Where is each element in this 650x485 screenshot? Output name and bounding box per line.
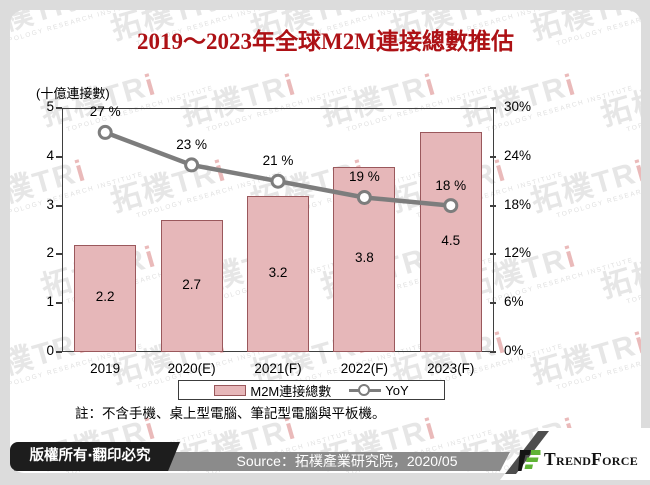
y-tick-mark-right [490, 302, 496, 305]
y-tick-label-right: 0% [504, 343, 524, 358]
y-tick-mark-left [56, 155, 62, 158]
bar-value-label: 4.5 [441, 233, 461, 249]
yoy-value-label: 19 % [349, 169, 380, 185]
x-tick-label: 2023(F) [427, 361, 475, 376]
y-tick-mark-right [490, 351, 496, 353]
y-tick-label-right: 24% [504, 147, 532, 163]
y-tick-label-left: 2 [46, 245, 54, 261]
y-tick-label-right: 30% [504, 99, 532, 114]
footnote: 註：不含手機、桌上型電腦、筆記型電腦與平板機。 [75, 406, 386, 421]
legend-bar-swatch-icon [214, 384, 247, 396]
yoy-value-label: 18 % [435, 177, 467, 193]
x-tick-label: 2020(E) [167, 361, 216, 376]
trendforce-logo-icon [518, 450, 541, 471]
y-tick-mark-right [490, 107, 496, 109]
legend-line-swatch-icon [349, 383, 382, 397]
y-tick-mark-right [490, 253, 496, 256]
y-tick-mark-left [56, 351, 62, 353]
bar-value-label: 3.2 [268, 264, 288, 280]
yoy-value-label: 21 % [262, 153, 294, 169]
y-tick-mark-left [56, 253, 62, 256]
yoy-value-label: 23 % [176, 136, 207, 152]
y-tick-label-left: 3 [46, 196, 54, 212]
y-tick-label-right: 6% [504, 294, 524, 310]
legend-line-label: YoY [385, 382, 409, 398]
bar-value-label: 2.7 [182, 277, 201, 293]
chart-title: 2019～2023年全球M2M連接總數推估 [137, 29, 514, 54]
y-tick-mark-left [56, 107, 62, 109]
y-tick-mark-left [56, 204, 62, 207]
x-tick-label: 2021(F) [254, 361, 302, 376]
bar-value-label: 3.8 [355, 250, 374, 266]
y-tick-label-left: 0 [46, 343, 54, 358]
copyright-tag: 版權所有‧翻印必究 [10, 442, 180, 471]
legend-bar-label: M2M連接總數 [250, 383, 332, 399]
bar-2020(E) [160, 220, 223, 352]
y-tick-label-left: 1 [46, 294, 54, 310]
y-axis-caption: (十億連接數) [36, 86, 110, 101]
y-tick-label-right: 18% [504, 196, 532, 212]
y-tick-label-left: 5 [46, 99, 54, 114]
y-tick-mark-right [490, 204, 496, 207]
chart-area: 0 1 2 3 4 5 0% 6% 12% 18% 24% 30% 2019 2020(E) 2021(F)… [10, 10, 641, 473]
x-tick-label: 2022(F) [340, 361, 389, 376]
yoy-value-label: 27 % [89, 104, 121, 120]
trendforce-wordmark: TrendForce [544, 449, 639, 469]
x-tick-label: 2019 [90, 361, 121, 376]
legend: M2M連接總數 YoY [178, 380, 445, 400]
bar-2019 [74, 244, 137, 352]
y-tick-mark-right [490, 155, 496, 158]
bar-value-label: 2.2 [95, 289, 115, 305]
y-tick-label-left: 4 [46, 147, 54, 163]
y-tick-mark-left [56, 302, 62, 305]
y-tick-label-right: 12% [504, 245, 532, 261]
